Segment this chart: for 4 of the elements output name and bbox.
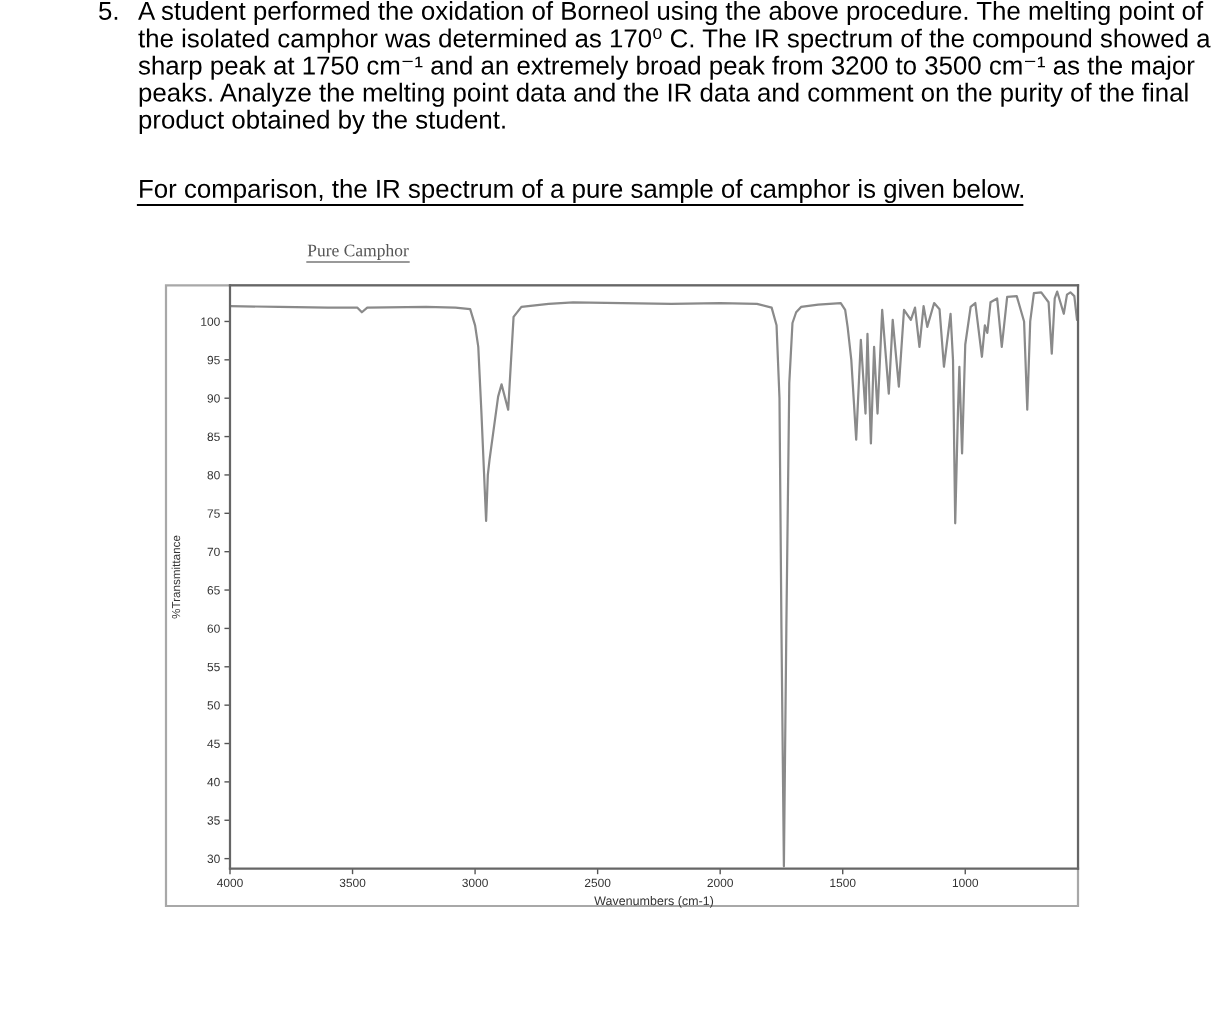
text: A student performed the oxidation of Borneol using the above procedure. The melting point of the isolated camphor was determined as 170⁰ C. The IR spectrum of the compound showed a sharp peak at 1750 cm⁻¹ and an extremely broad peak from 3200 to 3500 cm⁻¹ as the major peaks. Analyze the melting point data and the IR data and comment on the purity of the final product obtained by the student. bbox=[138, 1, 1211, 134]
chart-title: Pure Camphor bbox=[307, 244, 409, 260]
text: 5. bbox=[99, 1, 118, 20]
text: For comparison, the IR spectrum of a pure sample of camphor is given below. bbox=[140, 179, 1023, 204]
